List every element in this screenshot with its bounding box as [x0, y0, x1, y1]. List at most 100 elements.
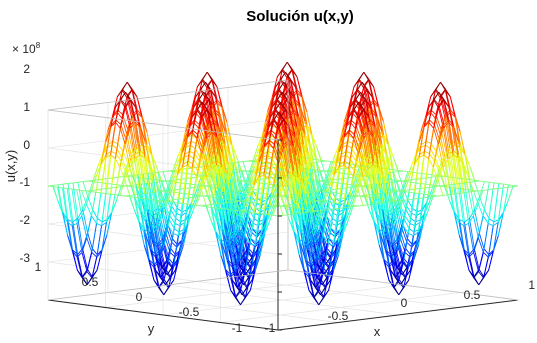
mesh-line — [267, 150, 273, 155]
mesh-line — [222, 245, 228, 262]
mesh-line — [91, 254, 98, 277]
mesh-line — [216, 86, 223, 108]
mesh-line — [146, 131, 152, 155]
mesh-line — [259, 207, 265, 209]
mesh-line — [368, 129, 374, 137]
mesh-line — [119, 180, 126, 196]
mesh-line — [497, 187, 504, 189]
mesh-line — [201, 138, 208, 155]
mesh-line — [412, 198, 419, 200]
mesh-line — [57, 183, 64, 186]
mesh-line — [172, 156, 179, 171]
mesh-line — [439, 97, 446, 119]
mesh-line — [337, 233, 344, 243]
mesh-line — [280, 101, 286, 111]
mesh-line — [264, 170, 270, 175]
mesh-line — [86, 204, 92, 217]
mesh-line — [319, 170, 326, 185]
mesh-line — [372, 138, 379, 175]
mesh-line — [92, 166, 99, 181]
mesh-line — [368, 78, 375, 101]
mesh-line — [197, 195, 204, 198]
mesh-line — [96, 225, 102, 258]
mesh-line — [464, 221, 470, 255]
mesh-line — [263, 174, 269, 179]
mesh-line — [259, 170, 265, 176]
mesh-line — [447, 122, 454, 156]
mesh-line — [288, 112, 294, 119]
mesh-line — [473, 237, 479, 253]
mesh-line — [200, 95, 207, 115]
mesh-line — [149, 164, 156, 193]
mesh-line — [189, 186, 195, 189]
mesh-line — [402, 170, 408, 173]
mesh-line — [429, 186, 436, 201]
mesh-line — [154, 191, 160, 193]
mesh-line — [393, 262, 400, 282]
mesh-line — [343, 203, 349, 206]
mesh-line — [216, 164, 222, 168]
mesh-line — [404, 215, 411, 224]
mesh-line — [366, 114, 373, 144]
mesh-line — [62, 211, 69, 220]
mesh-line — [149, 192, 155, 229]
mesh-line — [71, 188, 77, 191]
mesh-line — [438, 91, 444, 101]
mesh-line — [390, 252, 396, 258]
mesh-line — [435, 81, 441, 90]
mesh-line — [405, 209, 412, 219]
box-edge — [47, 109, 279, 141]
mesh-line — [314, 262, 321, 282]
mesh-line — [76, 223, 83, 253]
mesh-line — [95, 163, 102, 190]
mesh-line — [442, 167, 449, 195]
y-tick-label: 1 — [35, 260, 42, 274]
mesh-line — [122, 162, 129, 177]
mesh-line — [188, 154, 194, 159]
mesh-line — [321, 277, 328, 286]
mesh-line — [303, 271, 310, 291]
mesh-line — [301, 188, 308, 226]
mesh-line — [277, 164, 284, 188]
mesh-line — [229, 243, 236, 273]
mesh-line — [225, 242, 231, 247]
mesh-line — [193, 99, 200, 120]
mesh-line — [232, 176, 239, 192]
mesh-line — [399, 190, 406, 205]
mesh-line — [260, 203, 266, 205]
mesh-line — [419, 187, 425, 189]
mesh-line — [273, 89, 280, 110]
mesh-line — [278, 81, 285, 90]
mesh-line — [308, 274, 315, 297]
mesh-line — [105, 125, 112, 155]
mesh-line — [397, 171, 404, 187]
mesh-line — [76, 256, 83, 279]
mesh-line — [488, 249, 495, 271]
mesh-line — [268, 109, 275, 117]
mesh-line — [117, 176, 124, 178]
mesh-line — [268, 178, 274, 188]
mesh-line — [168, 258, 175, 265]
mesh-line — [230, 290, 236, 299]
mesh-line — [325, 176, 332, 191]
mesh-line — [246, 170, 252, 185]
mesh-line — [206, 110, 213, 133]
mesh-line — [135, 153, 142, 188]
mesh-line — [96, 188, 102, 191]
mesh-line — [95, 164, 102, 177]
mesh-line — [217, 223, 223, 233]
mesh-line — [177, 151, 184, 174]
mesh-line — [268, 120, 275, 127]
mesh-line — [253, 177, 260, 186]
mesh-line — [76, 189, 83, 216]
mesh-line — [327, 166, 334, 181]
mesh-line — [96, 251, 103, 271]
mesh-line — [304, 134, 311, 144]
mesh-line — [76, 189, 82, 191]
mesh-line — [433, 194, 439, 197]
mesh-line — [329, 232, 336, 237]
mesh-line — [265, 164, 271, 169]
mesh-line — [178, 229, 184, 233]
z-axis-label: u(x,y) — [3, 150, 18, 183]
mesh-line — [443, 124, 450, 154]
